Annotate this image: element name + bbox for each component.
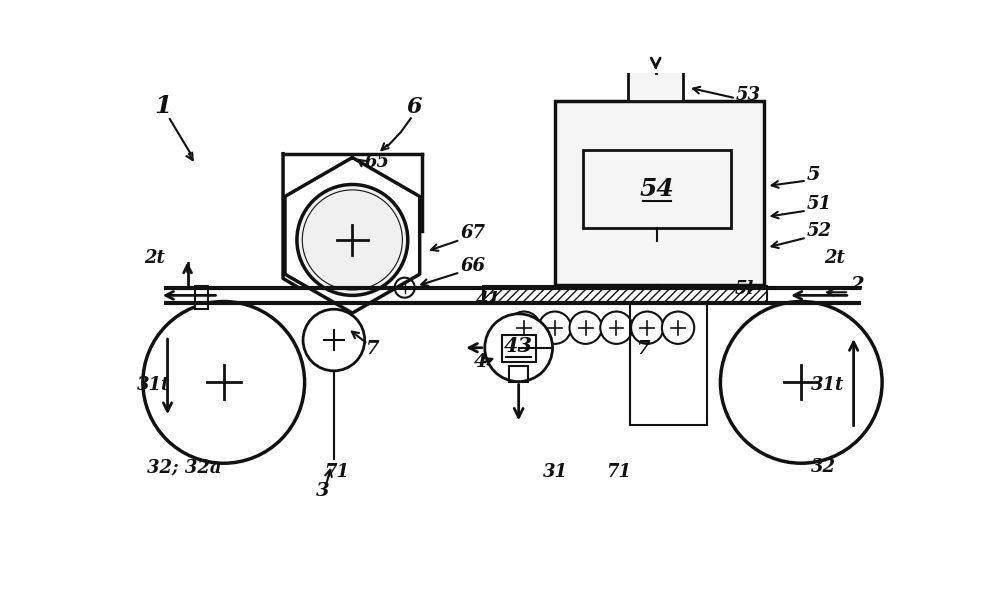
Text: 67: 67	[460, 225, 485, 242]
Text: 5: 5	[807, 166, 820, 184]
Text: 43: 43	[504, 336, 533, 356]
Circle shape	[395, 277, 415, 297]
Circle shape	[600, 311, 633, 344]
Bar	[509, 366, 528, 382]
Text: 7: 7	[637, 340, 651, 358]
Circle shape	[662, 311, 694, 344]
Circle shape	[631, 311, 663, 344]
Text: 7: 7	[366, 340, 380, 358]
Text: 51: 51	[807, 195, 832, 213]
Text: 4: 4	[474, 353, 488, 371]
Text: 1: 1	[154, 94, 172, 118]
Text: 71: 71	[324, 463, 349, 481]
Text: 53: 53	[736, 86, 761, 104]
Bar	[195, 286, 208, 309]
Bar	[555, 101, 764, 285]
Text: 2t: 2t	[144, 249, 165, 267]
Text: 6: 6	[406, 96, 422, 118]
Text: 5l: 5l	[734, 280, 754, 298]
Text: 2t: 2t	[824, 249, 845, 267]
Text: 31t: 31t	[137, 376, 170, 394]
Text: 3: 3	[316, 481, 330, 500]
Circle shape	[485, 314, 553, 382]
Bar	[628, 63, 683, 101]
Text: 32; 32a: 32; 32a	[147, 458, 221, 476]
Text: 54: 54	[640, 177, 675, 201]
Text: 66: 66	[460, 257, 485, 275]
Bar	[502, 334, 536, 362]
Circle shape	[508, 311, 540, 344]
Text: 31: 31	[543, 463, 568, 481]
Bar	[583, 150, 731, 228]
Text: 31t: 31t	[811, 376, 845, 394]
Text: 2: 2	[850, 276, 863, 294]
Circle shape	[539, 311, 571, 344]
Text: 71: 71	[606, 463, 631, 481]
Circle shape	[569, 311, 602, 344]
Text: 65: 65	[365, 153, 390, 171]
Text: 52: 52	[807, 222, 832, 240]
Circle shape	[297, 185, 408, 296]
Bar	[483, 286, 767, 302]
Text: 41: 41	[476, 291, 501, 310]
Text: 32: 32	[811, 458, 836, 476]
